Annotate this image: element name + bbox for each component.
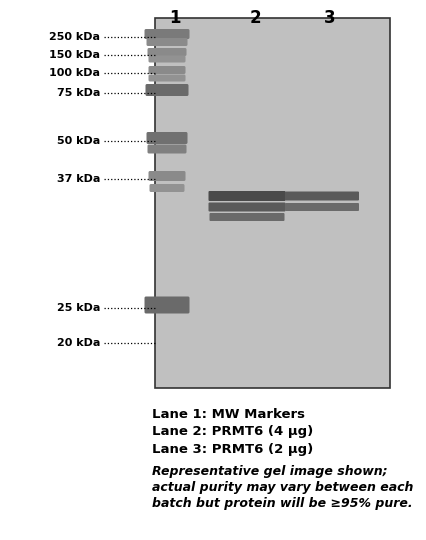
FancyBboxPatch shape	[285, 192, 359, 200]
Text: Lane 2: PRMT6 (4 μg): Lane 2: PRMT6 (4 μg)	[152, 426, 313, 438]
FancyBboxPatch shape	[144, 29, 190, 39]
Text: 25 kDa: 25 kDa	[57, 303, 100, 313]
Text: 2: 2	[249, 9, 261, 27]
FancyBboxPatch shape	[150, 184, 184, 192]
FancyBboxPatch shape	[146, 84, 188, 96]
FancyBboxPatch shape	[149, 171, 185, 181]
FancyBboxPatch shape	[208, 191, 285, 201]
FancyBboxPatch shape	[285, 203, 359, 211]
Bar	[155, 18, 390, 388]
FancyBboxPatch shape	[147, 132, 187, 144]
Text: actual purity may vary between each: actual purity may vary between each	[152, 482, 413, 495]
FancyBboxPatch shape	[144, 296, 190, 314]
FancyBboxPatch shape	[208, 202, 285, 212]
Text: 50 kDa: 50 kDa	[57, 136, 100, 146]
FancyBboxPatch shape	[147, 38, 187, 46]
Text: Lane 3: PRMT6 (2 μg): Lane 3: PRMT6 (2 μg)	[152, 442, 313, 456]
Text: Representative gel image shown;: Representative gel image shown;	[152, 465, 388, 478]
FancyBboxPatch shape	[147, 145, 187, 153]
Text: 1: 1	[169, 9, 181, 27]
Text: Lane 1: MW Markers: Lane 1: MW Markers	[152, 408, 305, 422]
FancyBboxPatch shape	[149, 75, 185, 82]
Text: 100 kDa: 100 kDa	[49, 68, 100, 78]
Text: 75 kDa: 75 kDa	[57, 88, 100, 98]
FancyBboxPatch shape	[149, 66, 185, 74]
FancyBboxPatch shape	[210, 213, 285, 221]
Text: 20 kDa: 20 kDa	[57, 338, 100, 348]
Text: 3: 3	[324, 9, 336, 27]
FancyBboxPatch shape	[149, 56, 185, 63]
Text: 250 kDa: 250 kDa	[49, 32, 100, 42]
FancyBboxPatch shape	[147, 48, 187, 56]
Text: 37 kDa: 37 kDa	[57, 174, 100, 184]
Text: 150 kDa: 150 kDa	[49, 50, 100, 60]
Text: batch but protein will be ≥95% pure.: batch but protein will be ≥95% pure.	[152, 497, 413, 510]
